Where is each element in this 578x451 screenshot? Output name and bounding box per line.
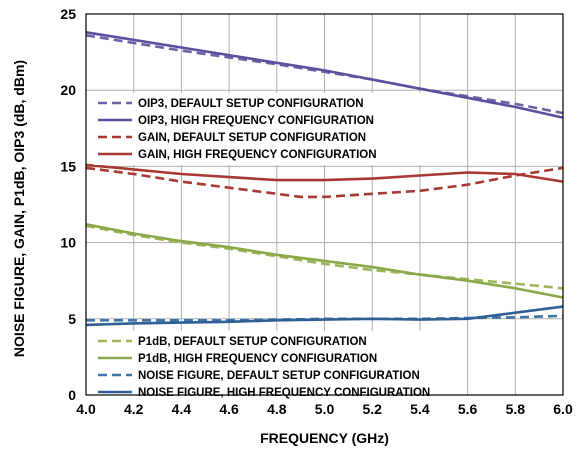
series-line [85,305,564,327]
x-tick-label: 6.0 [553,401,573,417]
series-line [85,166,564,199]
legend-label: OIP3, DEFAULT SETUP CONFIGURATION [138,98,364,110]
series-line [85,163,564,183]
series-line [85,223,564,299]
y-tick-labels: 0 5 10 15 20 25 [60,6,76,403]
legend-label: NOISE FIGURE, HIGH FREQUENCY CONFIGURATI… [138,387,430,399]
legend-label: GAIN, HIGH FREQUENCY CONFIGURATION [138,149,377,161]
series-line [85,224,564,290]
legend: P1dB, DEFAULT SETUP CONFIGURATION P1dB, H… [94,331,437,403]
series-line [85,34,564,115]
x-tick-label: 4.0 [76,401,96,417]
legend: OIP3, DEFAULT SETUP CONFIGURATION OIP3, H… [94,93,430,165]
legend-background [94,331,437,403]
legend-label: OIP3, HIGH FREQUENCY CONFIGURATION [138,115,374,127]
x-tick-label: 5.4 [410,401,430,417]
x-axis-label: FREQUENCY (GHz) [260,430,389,446]
x-tick-label: 5.2 [362,401,382,417]
series-layer [85,31,564,327]
legend-label: P1dB, HIGH FREQUENCY CONFIGURATION [138,353,377,365]
legend-label: GAIN, DEFAULT SETUP CONFIGURATION [138,132,366,144]
x-tick-label: 4.6 [219,401,239,417]
x-tick-label: 5.6 [458,401,478,417]
y-tick-label: 20 [60,82,76,98]
series-line [85,31,564,119]
y-tick-label: 15 [60,158,76,174]
legend-background [94,93,430,165]
y-axis-label: NOISE FIGURE, GAIN, P1dB, OIP3 (dB, dBm) [11,60,27,357]
legend-layer: OIP3, DEFAULT SETUP CONFIGURATION OIP3, H… [94,93,437,403]
x-tick-label: 5.0 [315,401,335,417]
y-tick-label: 10 [60,235,76,251]
x-tick-labels: 4.0 4.2 4.4 4.6 4.8 5.0 5.2 5.4 5.6 5.8 6.0 [76,401,573,417]
y-tick-label: 0 [68,387,76,403]
y-tick-label: 25 [60,6,76,22]
x-tick-label: 5.8 [506,401,526,417]
legend-label: P1dB, DEFAULT SETUP CONFIGURATION [138,336,367,348]
plot-frame [85,13,564,396]
y-tick-label: 5 [68,311,76,327]
x-tick-label: 4.8 [267,401,287,417]
legend-label: NOISE FIGURE, DEFAULT SETUP CONFIGURATIO… [138,370,420,382]
x-tick-label: 4.2 [124,401,144,417]
x-tick-label: 4.4 [172,401,192,417]
